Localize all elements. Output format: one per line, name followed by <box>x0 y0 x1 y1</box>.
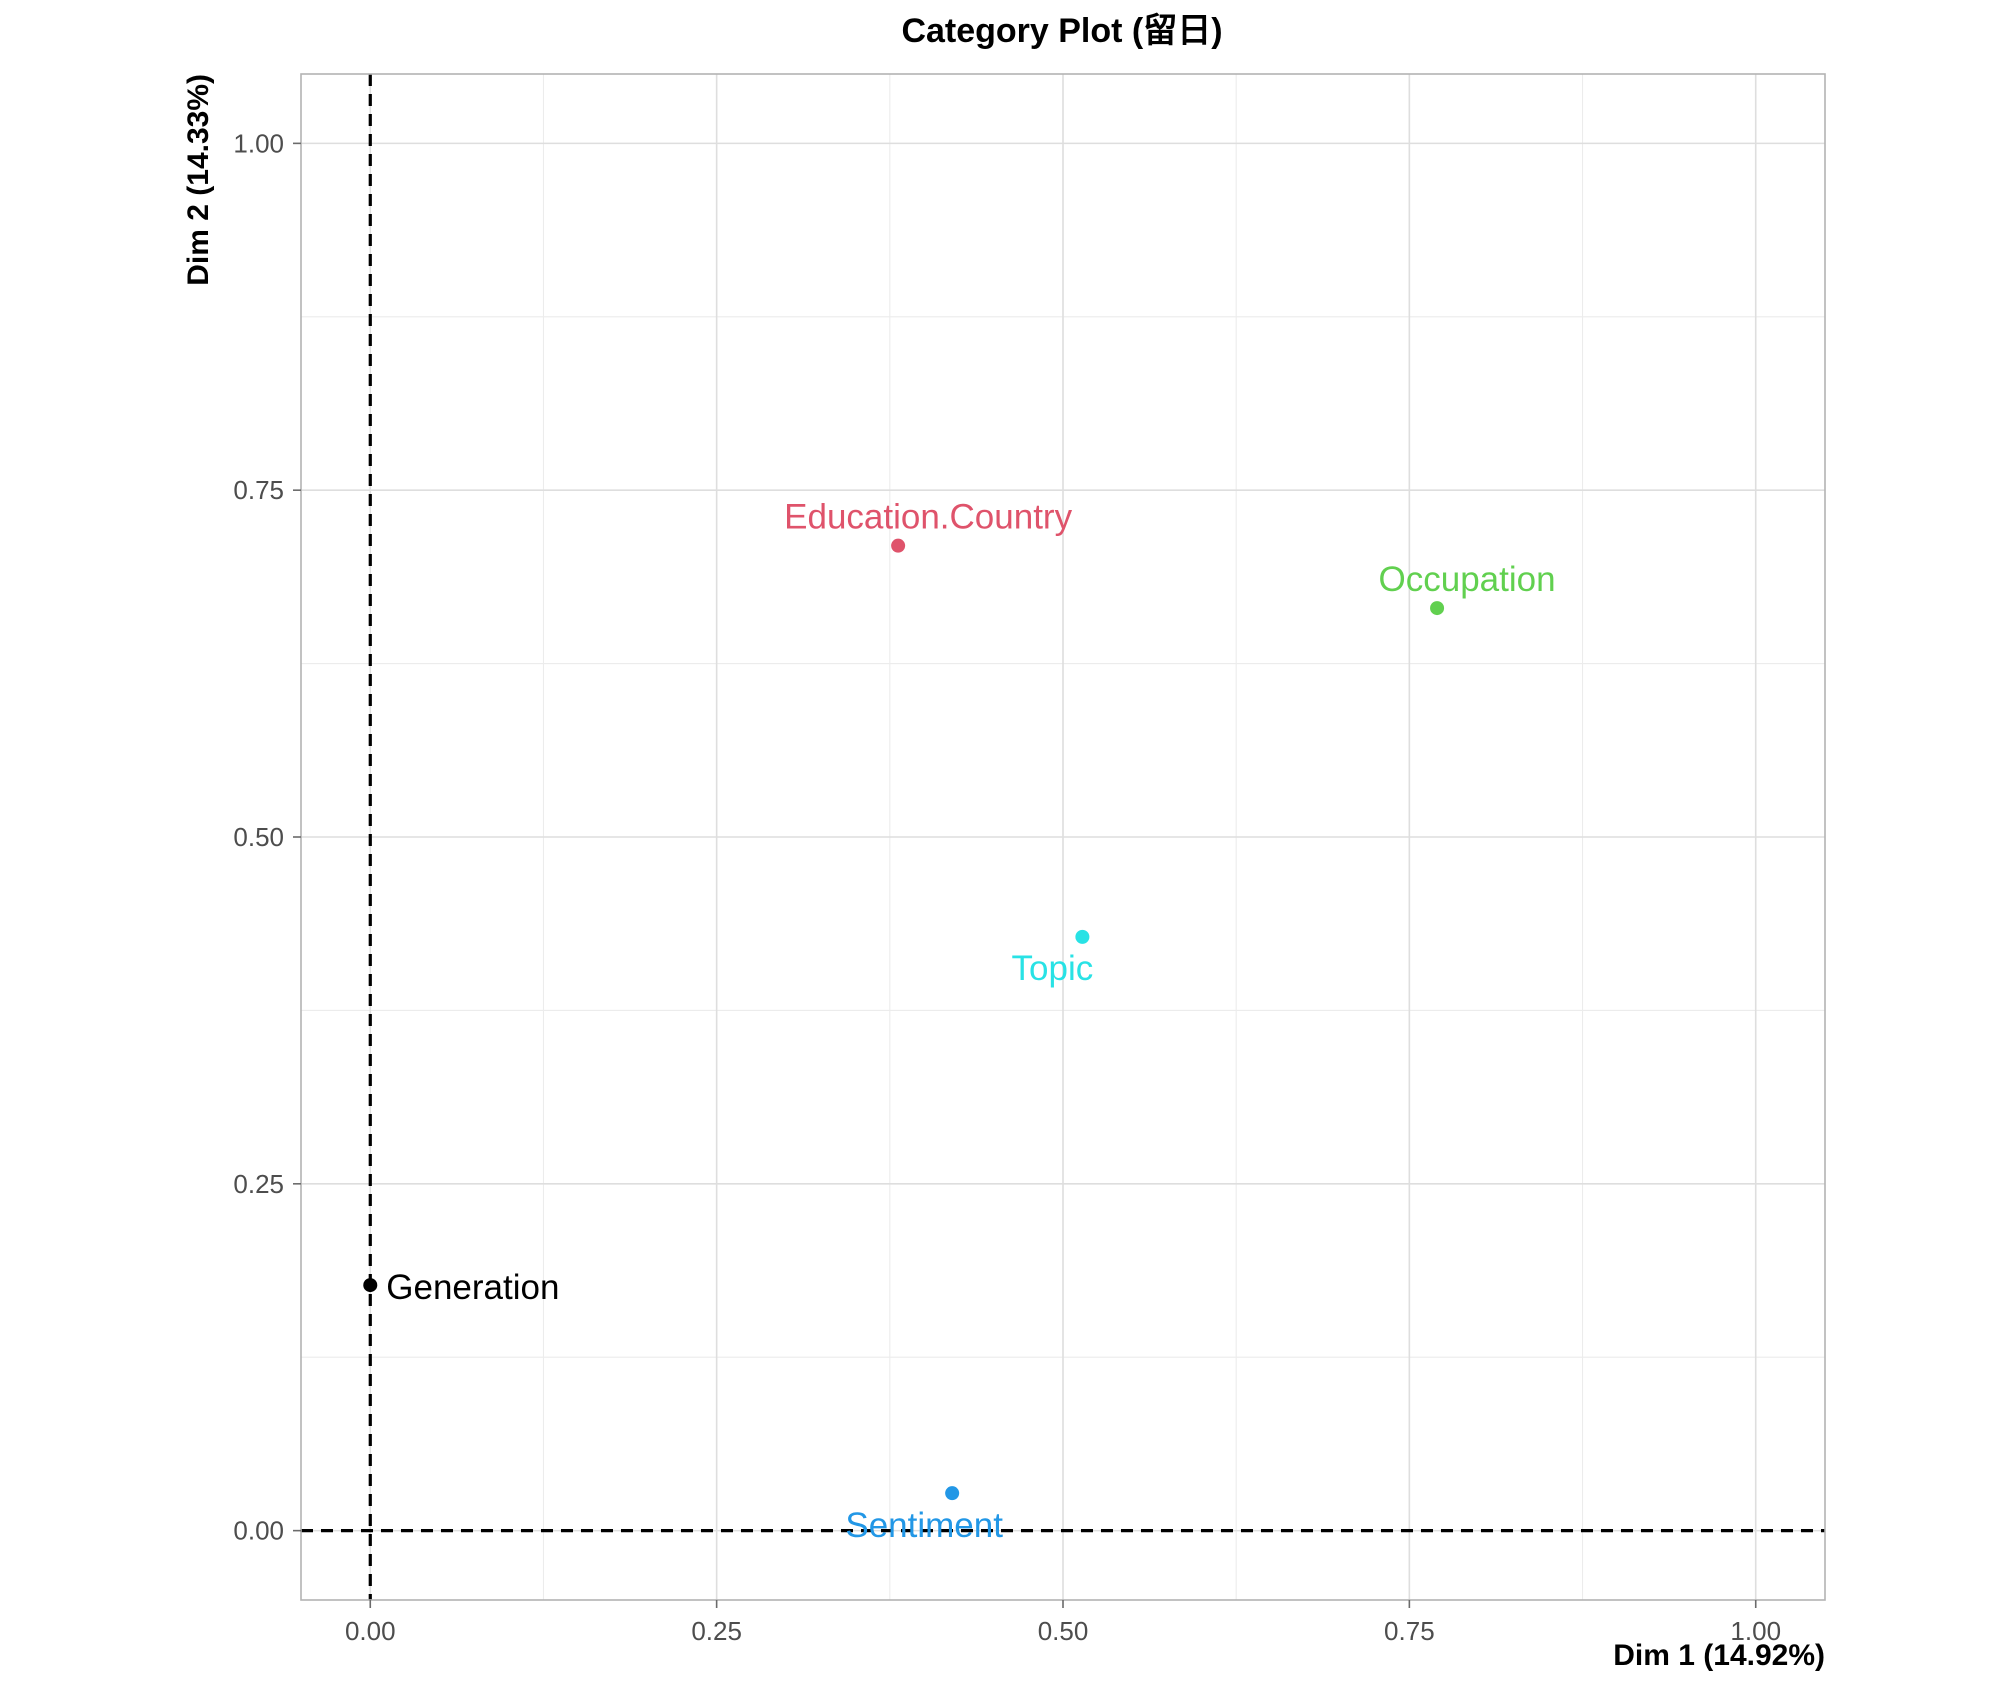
y-tick-label: 0.00 <box>233 1516 284 1546</box>
y-tick-label: 0.75 <box>233 475 284 505</box>
y-tick-label: 1.00 <box>233 128 284 158</box>
point-generation <box>363 1278 378 1293</box>
y-axis-title: Dim 2 (14.33%) <box>182 74 215 286</box>
x-tick-label: 0.75 <box>1384 1616 1435 1646</box>
axis-ticks: 0.00 0.25 0.50 0.75 1.00 0.00 0.25 0.50 0.75 1.00 <box>233 128 1781 1646</box>
data-points: Education.Country Occupation Topic Generati… <box>363 498 1556 1545</box>
grid-layer <box>301 74 1825 1600</box>
y-tick-label: 0.25 <box>233 1169 284 1199</box>
label-topic: Topic <box>1012 949 1094 988</box>
chart-title: Category Plot (留日) <box>901 12 1222 50</box>
x-axis-title: Dim 1 (14.92%) <box>1613 1639 1825 1672</box>
label-education-country: Education.Country <box>784 498 1072 537</box>
x-tick-label: 1.00 <box>1730 1616 1781 1646</box>
x-tick-label: 0.50 <box>1038 1616 1089 1646</box>
point-topic <box>1075 929 1090 944</box>
label-occupation: Occupation <box>1379 560 1556 599</box>
label-generation: Generation <box>386 1268 559 1307</box>
x-tick-label: 0.00 <box>345 1616 396 1646</box>
point-education-country <box>891 538 906 553</box>
y-tick-label: 0.50 <box>233 822 284 852</box>
point-sentiment <box>945 1486 960 1501</box>
reference-lines <box>301 74 1825 1600</box>
label-sentiment: Sentiment <box>845 1506 1003 1545</box>
point-occupation <box>1430 601 1445 616</box>
x-tick-label: 0.25 <box>691 1616 742 1646</box>
